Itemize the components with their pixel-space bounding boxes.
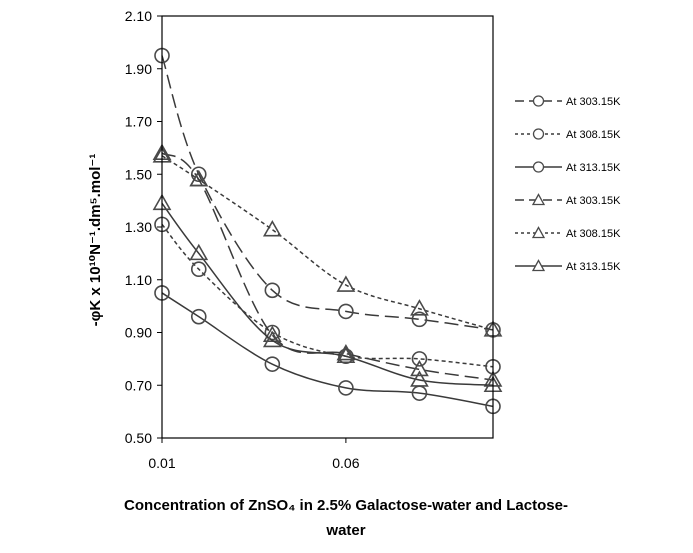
series-3-point-3 xyxy=(264,356,281,372)
y-tick-label-1: 0.50 xyxy=(125,430,152,446)
series-5-point-2 xyxy=(189,169,209,187)
series-5-point-4 xyxy=(336,275,356,292)
series-2-point-5 xyxy=(411,351,428,367)
x-tick-label-1: 0.01 xyxy=(148,455,175,471)
series-4-point-4 xyxy=(336,343,356,361)
series-2-line xyxy=(161,223,494,368)
y-tick-label-8: 1.90 xyxy=(125,61,152,77)
series-4-point-5 xyxy=(410,359,429,377)
legend-entry-3: At 313.15K xyxy=(515,161,621,174)
series-6-point-3 xyxy=(262,330,282,348)
x-axis-title-line-2: water xyxy=(325,522,365,539)
legend-label-6: At 313.15K xyxy=(566,261,621,273)
axes-layer: 0.50 0.70 0.90 1.10 1.30 1.50 1.70 1.90 2.10 0.01… xyxy=(125,8,494,471)
y-tick-label-7: 1.70 xyxy=(125,114,152,130)
legend-entry-6: At 313.15K xyxy=(515,259,621,273)
series-6-point-5 xyxy=(410,370,429,387)
series-3-point-2 xyxy=(190,308,207,325)
legend-triangle-icon xyxy=(531,226,546,239)
series-1-point-4 xyxy=(338,303,354,320)
x-axis-title-line-1: Concentration of ZnSO₄ in 2.5% Galactose… xyxy=(124,497,568,514)
series-6 xyxy=(152,193,503,393)
series-5-point-5 xyxy=(410,299,429,316)
legend-label-1: At 303.15K xyxy=(566,96,621,108)
y-tick-label-2: 0.70 xyxy=(125,377,152,393)
legend-circle-icon xyxy=(532,95,545,107)
series-1-point-3 xyxy=(264,282,281,299)
legend-label-3: At 313.15K xyxy=(566,162,621,174)
series-5-point-3 xyxy=(262,220,282,237)
legend-label-5: At 308.15K xyxy=(566,228,621,240)
series-6-point-2 xyxy=(189,243,209,261)
legend-triangle-icon xyxy=(531,259,546,272)
series-6-point-4 xyxy=(336,346,356,364)
legend-entry-1: At 303.15K xyxy=(515,95,621,108)
y-axis-title: -φK x 10¹⁰N⁻¹.dm⁵.mol⁻¹ xyxy=(87,154,104,327)
series-1-line xyxy=(161,55,494,331)
y-tick-label-3: 0.90 xyxy=(125,325,152,341)
x-tick-label-2: 0.06 xyxy=(332,455,359,471)
legend-label-2: At 308.15K xyxy=(566,129,621,141)
legend-triangle-icon xyxy=(531,193,546,206)
y-tick-label-9: 2.10 xyxy=(125,8,152,24)
series-1-point-5 xyxy=(411,311,428,328)
legend-circle-icon xyxy=(532,128,545,140)
legend-entry-4: At 303.15K xyxy=(515,193,621,207)
legend-entry-2: At 308.15K xyxy=(515,128,621,141)
legend-circle-icon xyxy=(532,161,545,173)
legend-label-4: At 303.15K xyxy=(566,195,621,207)
series-3-point-4 xyxy=(338,380,354,396)
legend: At 303.15K At 308.15K At 313.15K At 303.15K… xyxy=(515,95,621,273)
y-tick-label-6: 1.50 xyxy=(125,166,152,182)
y-tick-label-4: 1.10 xyxy=(125,272,152,288)
series-5 xyxy=(152,146,503,337)
y-tick-label-5: 1.30 xyxy=(125,219,152,235)
legend-entry-5: At 308.15K xyxy=(515,226,621,240)
series-2-point-2 xyxy=(190,261,207,278)
